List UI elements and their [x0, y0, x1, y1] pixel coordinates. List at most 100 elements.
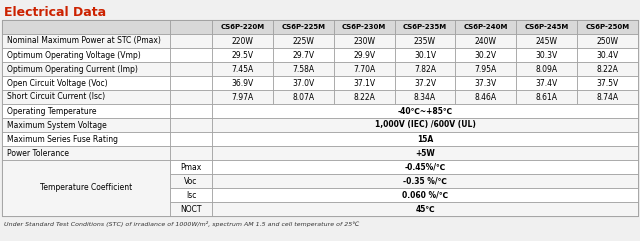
Text: 8.34A: 8.34A [414, 93, 436, 101]
Bar [2, 118, 170, 132]
Bar [577, 90, 638, 104]
Text: 8.09A: 8.09A [536, 65, 558, 74]
Text: CS6P-220M: CS6P-220M [220, 24, 264, 30]
Text: 37.4V: 37.4V [536, 79, 558, 87]
Bar [577, 62, 638, 76]
Text: -0.45%/℃: -0.45%/℃ [404, 162, 445, 172]
Bar [273, 20, 333, 34]
Bar [212, 76, 273, 90]
Text: CS6P-225M: CS6P-225M [282, 24, 325, 30]
Text: CS6P-235M: CS6P-235M [403, 24, 447, 30]
Text: 7.82A: 7.82A [414, 65, 436, 74]
Text: 245W: 245W [536, 36, 557, 46]
Text: 8.74A: 8.74A [596, 93, 619, 101]
Bar [516, 90, 577, 104]
Text: Voc: Voc [184, 176, 198, 186]
Bar [212, 48, 273, 62]
Text: Temperature Coefficient: Temperature Coefficient [40, 183, 132, 193]
Text: 30.4V: 30.4V [596, 51, 619, 60]
Text: Open Circuit Voltage (Voc): Open Circuit Voltage (Voc) [7, 79, 108, 87]
Text: 36.9V: 36.9V [231, 79, 253, 87]
Text: CS6P-240M: CS6P-240M [463, 24, 508, 30]
Text: 240W: 240W [475, 36, 497, 46]
Text: Nominal Maximum Power at STC (Pmax): Nominal Maximum Power at STC (Pmax) [7, 36, 161, 46]
Bar [395, 90, 456, 104]
Bar [170, 104, 212, 118]
Bar [212, 90, 273, 104]
Bar [212, 188, 638, 202]
Text: 37.0V: 37.0V [292, 79, 314, 87]
Text: CS6P-245M: CS6P-245M [525, 24, 569, 30]
Bar [273, 90, 333, 104]
Text: 29.9V: 29.9V [353, 51, 375, 60]
Text: 37.2V: 37.2V [414, 79, 436, 87]
Bar [2, 76, 170, 90]
Text: CS6P-230M: CS6P-230M [342, 24, 387, 30]
Bar [212, 160, 638, 174]
Text: -40℃~+85℃: -40℃~+85℃ [397, 107, 452, 115]
Bar [273, 62, 333, 76]
Text: Optimum Operating Voltage (Vmp): Optimum Operating Voltage (Vmp) [7, 51, 141, 60]
Text: 8.61A: 8.61A [536, 93, 557, 101]
Bar [577, 48, 638, 62]
Bar [333, 90, 395, 104]
Bar [395, 34, 456, 48]
Text: 7.97A: 7.97A [231, 93, 253, 101]
Bar [212, 146, 638, 160]
Text: Operating Temperature: Operating Temperature [7, 107, 97, 115]
Text: 30.1V: 30.1V [414, 51, 436, 60]
Text: 225W: 225W [292, 36, 314, 46]
Text: 7.95A: 7.95A [475, 65, 497, 74]
Bar [2, 104, 170, 118]
Bar [170, 160, 212, 174]
Text: 30.2V: 30.2V [475, 51, 497, 60]
Bar [516, 34, 577, 48]
Bar [273, 76, 333, 90]
Bar [212, 34, 273, 48]
Text: 1,000V (IEC) /600V (UL): 1,000V (IEC) /600V (UL) [374, 120, 476, 129]
Text: Optimum Operating Current (Imp): Optimum Operating Current (Imp) [7, 65, 138, 74]
Text: 8.46A: 8.46A [475, 93, 497, 101]
Text: -0.35 %/℃: -0.35 %/℃ [403, 176, 447, 186]
Bar [577, 34, 638, 48]
Bar [456, 48, 516, 62]
Bar [516, 20, 577, 34]
Text: 37.1V: 37.1V [353, 79, 375, 87]
Bar [333, 62, 395, 76]
Bar [170, 34, 212, 48]
Text: 8.07A: 8.07A [292, 93, 314, 101]
Text: 7.70A: 7.70A [353, 65, 375, 74]
Bar [2, 20, 638, 216]
Text: 8.22A: 8.22A [596, 65, 618, 74]
Bar [170, 90, 212, 104]
Bar [333, 20, 395, 34]
Bar [212, 132, 638, 146]
Bar [516, 62, 577, 76]
Bar [456, 62, 516, 76]
Bar [170, 132, 212, 146]
Bar [212, 62, 273, 76]
Text: Maximum Series Fuse Rating: Maximum Series Fuse Rating [7, 134, 118, 143]
Text: Isc: Isc [186, 190, 196, 200]
Bar [170, 146, 212, 160]
Text: 37.5V: 37.5V [596, 79, 619, 87]
Text: Short Circuit Current (Isc): Short Circuit Current (Isc) [7, 93, 105, 101]
Bar [2, 90, 170, 104]
Text: 30.3V: 30.3V [536, 51, 558, 60]
Bar [516, 48, 577, 62]
Bar [212, 202, 638, 216]
Bar [2, 132, 170, 146]
Text: Electrical Data: Electrical Data [4, 7, 106, 20]
Bar [395, 48, 456, 62]
Bar [2, 146, 170, 160]
Text: 7.45A: 7.45A [231, 65, 253, 74]
Bar [2, 20, 170, 34]
Bar [273, 48, 333, 62]
Bar [170, 48, 212, 62]
Bar [333, 34, 395, 48]
Bar [170, 62, 212, 76]
Bar [2, 34, 170, 48]
Bar [2, 48, 170, 62]
Text: Pmax: Pmax [180, 162, 202, 172]
Bar [395, 20, 456, 34]
